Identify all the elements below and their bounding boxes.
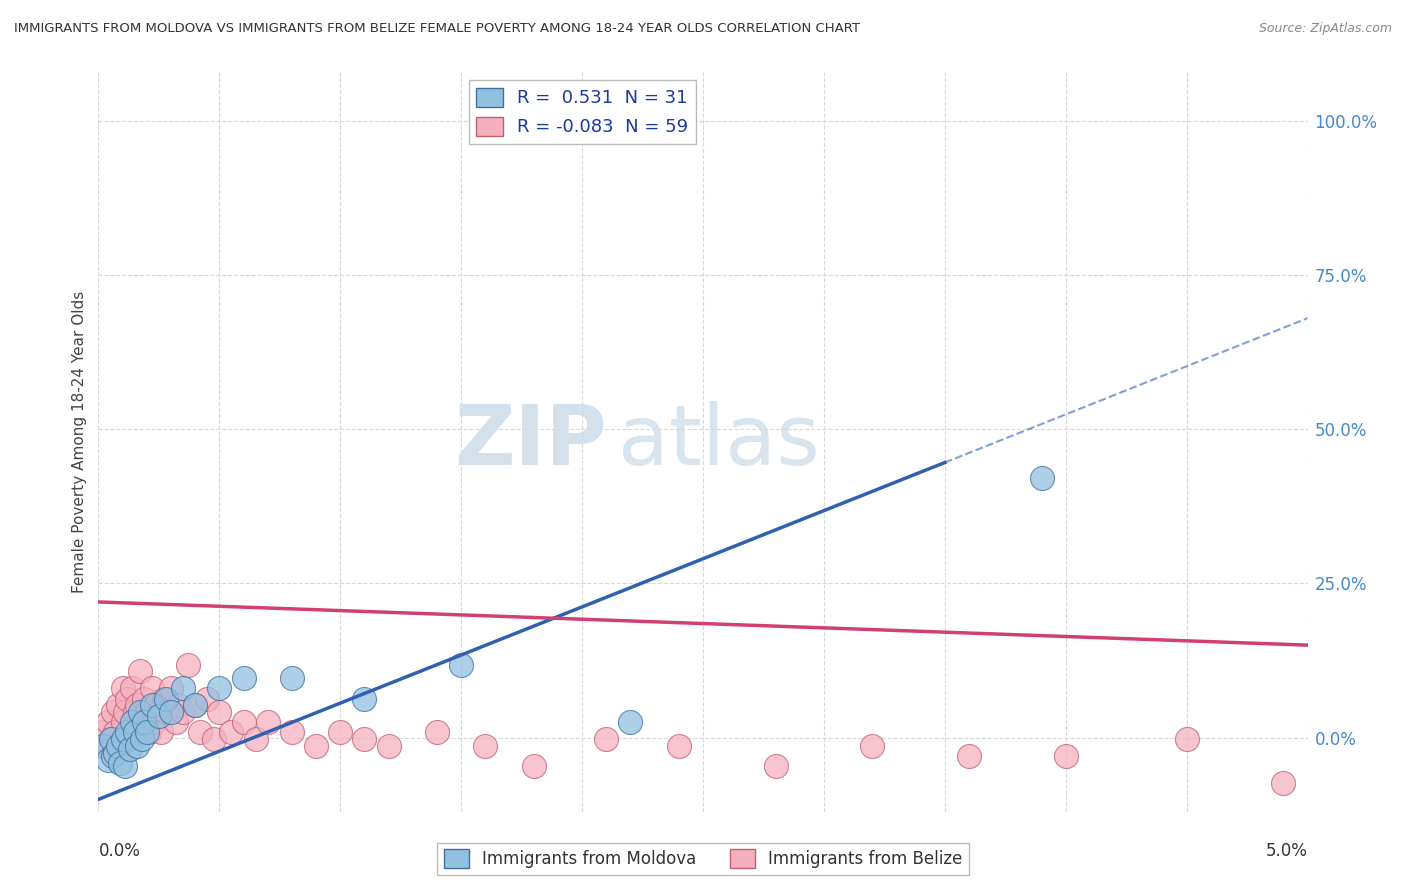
Point	[957, 638, 980, 652]
Point	[148, 564, 170, 578]
Y-axis label: Female Poverty Among 18-24 Year Olds: Female Poverty Among 18-24 Year Olds	[72, 291, 87, 592]
Point	[118, 625, 141, 640]
Point	[150, 595, 173, 609]
Point	[155, 558, 177, 572]
Point	[1272, 688, 1295, 702]
Point	[143, 576, 166, 591]
Text: 0.0%: 0.0%	[98, 842, 141, 860]
Point	[221, 595, 243, 609]
Point	[128, 483, 150, 498]
Point	[114, 657, 136, 671]
Point	[135, 595, 157, 609]
Point	[121, 576, 143, 591]
Point	[765, 657, 787, 671]
Point	[281, 496, 304, 510]
Point	[1175, 607, 1198, 622]
Point	[124, 595, 146, 609]
Point	[117, 533, 139, 548]
Text: atlas: atlas	[619, 401, 820, 482]
Point	[128, 558, 150, 572]
Point	[155, 533, 177, 548]
Point	[232, 576, 254, 591]
Point	[165, 576, 187, 591]
Point	[595, 607, 617, 622]
Point	[124, 558, 146, 572]
Point	[377, 619, 399, 633]
Point	[353, 533, 375, 548]
Point	[160, 515, 183, 529]
Point	[127, 619, 149, 633]
Point	[104, 632, 127, 646]
Point	[111, 576, 134, 591]
Point	[204, 607, 226, 622]
Point	[145, 546, 167, 560]
Point	[184, 546, 207, 560]
Point	[1031, 132, 1053, 146]
Point	[91, 619, 114, 633]
Point	[245, 607, 267, 622]
Point	[114, 558, 136, 572]
Legend: R =  0.531  N = 31, R = -0.083  N = 59: R = 0.531 N = 31, R = -0.083 N = 59	[468, 80, 696, 144]
Point	[107, 546, 129, 560]
Point	[474, 619, 496, 633]
Point	[426, 595, 449, 609]
Point	[111, 607, 134, 622]
Point	[135, 558, 157, 572]
Point	[172, 558, 194, 572]
Text: Source: ZipAtlas.com: Source: ZipAtlas.com	[1258, 22, 1392, 36]
Point	[860, 619, 883, 633]
Point	[329, 595, 352, 609]
Point	[134, 576, 156, 591]
Point	[108, 619, 131, 633]
Point	[138, 595, 160, 609]
Point	[208, 515, 231, 529]
Text: ZIP: ZIP	[454, 401, 606, 482]
Point	[256, 576, 278, 591]
Point	[121, 515, 143, 529]
Point	[131, 607, 153, 622]
Point	[118, 607, 141, 622]
Point	[91, 595, 114, 609]
Point	[188, 595, 211, 609]
Point	[117, 595, 139, 609]
Point	[305, 619, 328, 633]
Point	[108, 650, 131, 665]
Text: IMMIGRANTS FROM MOLDOVA VS IMMIGRANTS FROM BELIZE FEMALE POVERTY AMONG 18-24 YEA: IMMIGRANTS FROM MOLDOVA VS IMMIGRANTS FR…	[14, 22, 860, 36]
Point	[100, 607, 122, 622]
Text: 5.0%: 5.0%	[1265, 842, 1308, 860]
Point	[152, 533, 174, 548]
Point	[184, 546, 207, 560]
Point	[131, 576, 153, 591]
Point	[619, 576, 641, 591]
Point	[100, 607, 122, 622]
Point	[127, 546, 149, 560]
Point	[167, 546, 190, 560]
Point	[111, 515, 134, 529]
Point	[148, 558, 170, 572]
Point	[104, 595, 127, 609]
Point	[141, 546, 163, 560]
Point	[172, 515, 194, 529]
Point	[353, 607, 375, 622]
Point	[101, 638, 124, 652]
Point	[208, 558, 231, 572]
Point	[124, 595, 146, 609]
Point	[160, 558, 183, 572]
Point	[668, 619, 690, 633]
Point	[141, 515, 163, 529]
Point	[97, 644, 120, 658]
Point	[281, 595, 304, 609]
Point	[97, 576, 120, 591]
Point	[1054, 638, 1077, 652]
Legend: Immigrants from Moldova, Immigrants from Belize: Immigrants from Moldova, Immigrants from…	[437, 843, 969, 875]
Point	[101, 558, 124, 572]
Point	[94, 619, 117, 633]
Point	[177, 471, 200, 485]
Point	[134, 533, 156, 548]
Point	[232, 496, 254, 510]
Point	[107, 619, 129, 633]
Point	[450, 471, 472, 485]
Point	[195, 533, 218, 548]
Point	[523, 657, 546, 671]
